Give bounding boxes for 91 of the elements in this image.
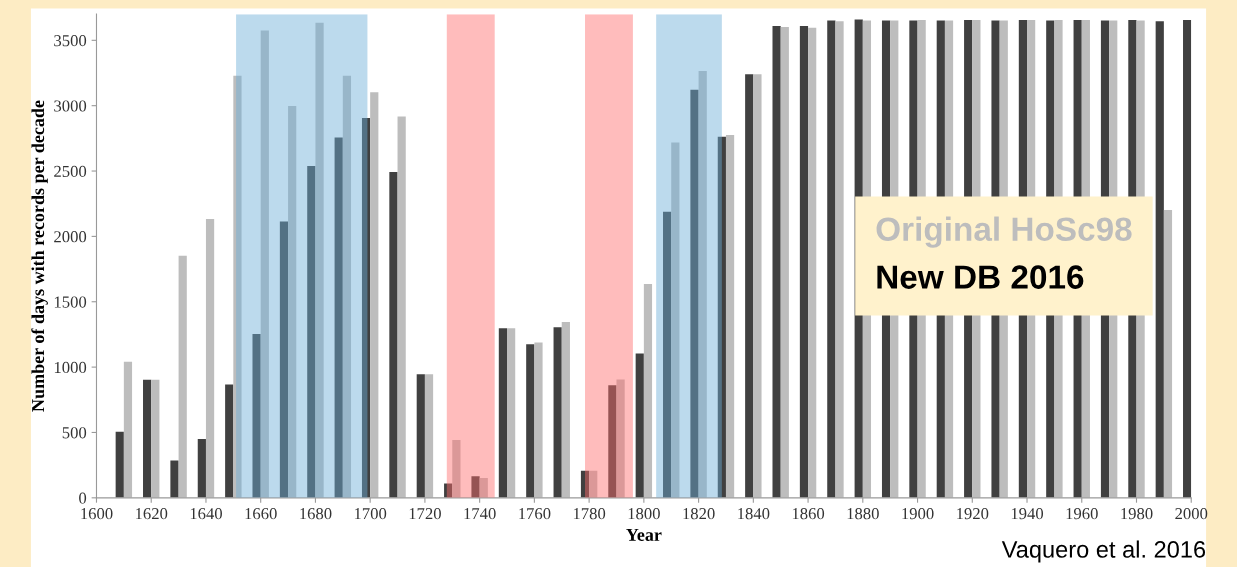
bar	[690, 89, 699, 498]
x-tick-label: 1860	[792, 508, 825, 520]
bar	[553, 327, 562, 498]
bar	[151, 379, 160, 498]
x-axis-title: Year	[626, 528, 662, 541]
bar	[808, 27, 817, 498]
x-tick-label: 1720	[409, 508, 441, 520]
y-tick-label: 1500	[54, 296, 87, 308]
bar	[725, 134, 735, 498]
bar	[1163, 209, 1173, 498]
text: Vaquero et al. 2016	[1001, 540, 1206, 563]
x-tick-label: 1660	[245, 508, 277, 520]
bar	[589, 470, 598, 498]
bar	[835, 21, 844, 498]
bar	[534, 342, 543, 498]
bar	[753, 74, 762, 498]
bar	[616, 379, 625, 498]
bar	[123, 361, 133, 498]
bar	[1183, 20, 1192, 498]
bar	[772, 25, 781, 498]
bar	[471, 476, 480, 498]
bar	[799, 25, 809, 498]
y-axis-title: Number of days with records per decade	[31, 100, 48, 412]
bar	[389, 172, 398, 498]
bar	[1155, 21, 1164, 498]
x-tick-label: 1600	[81, 508, 113, 520]
x-tick-label: 1760	[519, 508, 551, 520]
bar	[452, 440, 461, 498]
bar	[580, 470, 590, 498]
bar	[334, 137, 343, 498]
bar	[745, 74, 754, 498]
bar	[526, 344, 535, 498]
bar	[260, 30, 269, 498]
bar	[197, 439, 206, 498]
x-tick-label: 1920	[957, 508, 989, 520]
bar	[397, 116, 406, 498]
bar	[416, 374, 425, 498]
bar	[608, 385, 617, 498]
series-label: New DB 2016	[877, 265, 1084, 289]
bar	[717, 136, 726, 498]
bar	[252, 333, 261, 498]
bar	[671, 142, 680, 498]
x-tick-label: 1880	[847, 508, 879, 520]
bar	[780, 26, 789, 498]
bar	[479, 477, 488, 498]
bar	[279, 221, 289, 498]
bar	[361, 117, 371, 498]
x-tick-label: 1780	[573, 508, 606, 520]
bar	[424, 374, 434, 498]
bar	[507, 328, 516, 498]
x-tick-label: 1960	[1066, 508, 1098, 520]
x-tick-label: 1900	[902, 508, 934, 520]
bar	[827, 20, 836, 498]
bar	[178, 255, 187, 498]
y-tick-label: 2000	[54, 231, 87, 243]
x-tick-label: 1680	[300, 508, 332, 520]
bar	[370, 92, 379, 498]
y-tick-label: 500	[62, 427, 87, 439]
bar	[205, 219, 215, 498]
x-tick-label: 2000	[1175, 508, 1208, 520]
bar	[498, 328, 508, 498]
y-tick-label: 0	[79, 492, 87, 504]
bar	[643, 284, 653, 498]
x-tick-label: 1740	[464, 508, 496, 520]
x-tick-label: 1700	[354, 508, 387, 520]
bar	[561, 322, 570, 498]
bar	[143, 379, 152, 498]
bar	[170, 460, 179, 498]
bar	[115, 431, 124, 498]
x-tick-label: 1640	[190, 508, 222, 520]
x-tick-label: 1820	[683, 508, 715, 520]
x-tick-label: 1800	[628, 508, 660, 520]
bar	[225, 384, 234, 498]
x-tick-label: 1940	[1011, 508, 1044, 520]
x-tick-label: 1840	[738, 508, 770, 520]
y-tick-label: 2500	[54, 165, 87, 177]
bar	[444, 483, 453, 498]
y-tick-label: 3000	[54, 100, 87, 112]
x-tick-label: 1980	[1121, 508, 1153, 520]
series-label: Original HoSc98	[876, 216, 1132, 248]
bar	[315, 22, 324, 498]
bar	[663, 211, 672, 498]
y-tick-label: 1000	[54, 361, 87, 374]
bar	[307, 165, 316, 498]
bar	[288, 106, 297, 498]
y-tick-label: 3500	[54, 35, 87, 47]
bar	[233, 75, 242, 498]
bar	[698, 71, 707, 498]
bar	[635, 353, 644, 498]
bar	[342, 75, 352, 498]
x-tick-label: 1620	[136, 508, 168, 520]
